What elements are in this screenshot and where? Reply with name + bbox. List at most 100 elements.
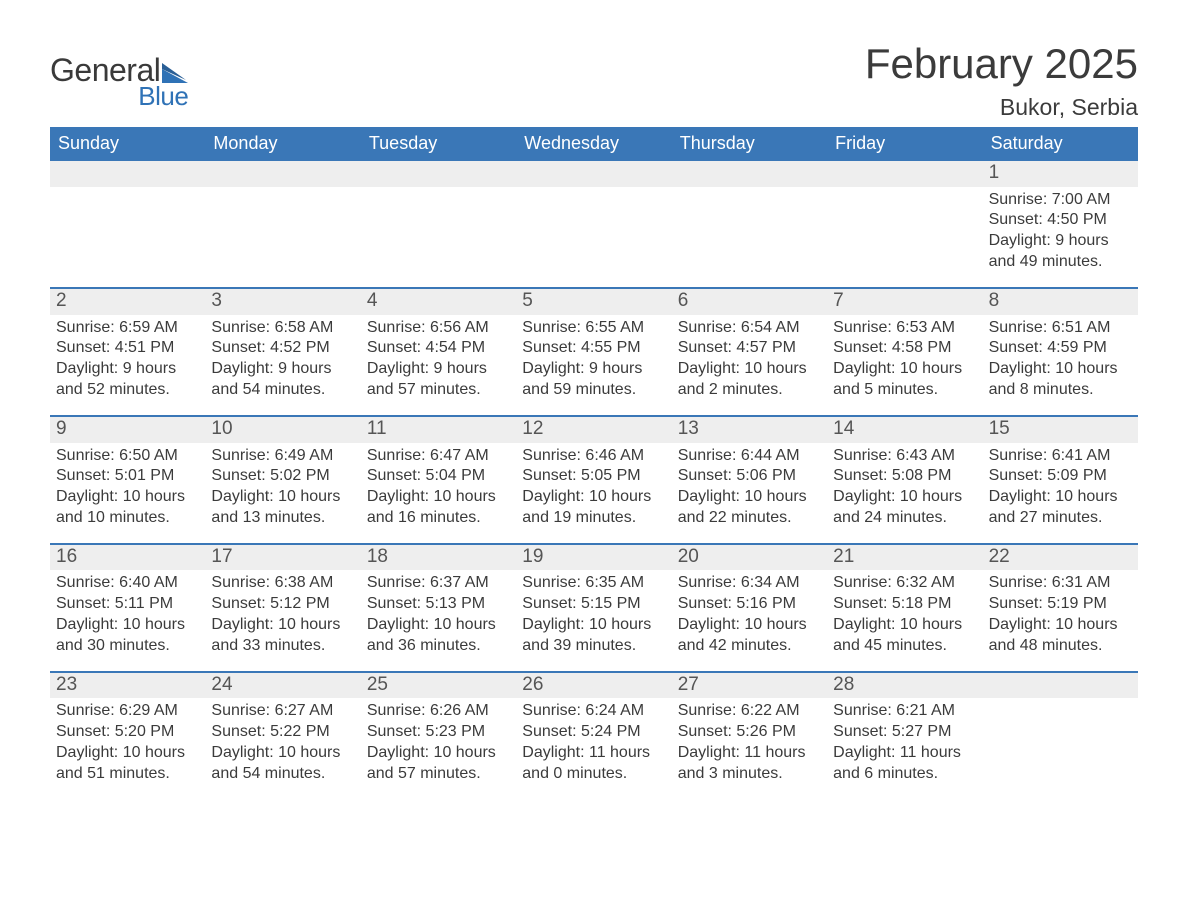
month-title: February 2025 <box>865 40 1138 88</box>
sunrise-line: Sunrise: 6:54 AM <box>678 318 821 339</box>
day-cell: 13Sunrise: 6:44 AMSunset: 5:06 PMDayligh… <box>672 415 827 543</box>
sunrise-line: Sunrise: 6:38 AM <box>211 573 354 594</box>
daylight-line: Daylight: 9 hours and 52 minutes. <box>56 359 199 401</box>
day-number-bar <box>983 671 1138 699</box>
day-number-bar: 17 <box>205 543 360 571</box>
day-cell: 20Sunrise: 6:34 AMSunset: 5:16 PMDayligh… <box>672 543 827 671</box>
day-cell: 15Sunrise: 6:41 AMSunset: 5:09 PMDayligh… <box>983 415 1138 543</box>
page-header: General Blue February 2025 Bukor, Serbia <box>50 40 1138 121</box>
daylight-line: Daylight: 9 hours and 49 minutes. <box>989 231 1132 273</box>
day-cell: 8Sunrise: 6:51 AMSunset: 4:59 PMDaylight… <box>983 287 1138 415</box>
daylight-line: Daylight: 9 hours and 54 minutes. <box>211 359 354 401</box>
day-cell: 14Sunrise: 6:43 AMSunset: 5:08 PMDayligh… <box>827 415 982 543</box>
day-cell: 22Sunrise: 6:31 AMSunset: 5:19 PMDayligh… <box>983 543 1138 671</box>
day-cell: 25Sunrise: 6:26 AMSunset: 5:23 PMDayligh… <box>361 671 516 799</box>
day-number-bar: 2 <box>50 287 205 315</box>
day-number-bar: 5 <box>516 287 671 315</box>
day-number-bar: 19 <box>516 543 671 571</box>
weeks-container: 1Sunrise: 7:00 AMSunset: 4:50 PMDaylight… <box>50 161 1138 799</box>
day-number-bar: 11 <box>361 415 516 443</box>
sunset-line: Sunset: 4:54 PM <box>367 338 510 359</box>
sunrise-line: Sunrise: 6:32 AM <box>833 573 976 594</box>
week-row: 9Sunrise: 6:50 AMSunset: 5:01 PMDaylight… <box>50 415 1138 543</box>
sunset-line: Sunset: 5:05 PM <box>522 466 665 487</box>
sunset-line: Sunset: 5:26 PM <box>678 722 821 743</box>
day-number-bar: 18 <box>361 543 516 571</box>
daylight-line: Daylight: 10 hours and 48 minutes. <box>989 615 1132 657</box>
day-cell: 4Sunrise: 6:56 AMSunset: 4:54 PMDaylight… <box>361 287 516 415</box>
day-number-bar <box>50 161 205 187</box>
day-number-bar: 28 <box>827 671 982 699</box>
day-number-bar: 9 <box>50 415 205 443</box>
day-number-bar: 12 <box>516 415 671 443</box>
day-number-bar: 21 <box>827 543 982 571</box>
daylight-line: Daylight: 10 hours and 45 minutes. <box>833 615 976 657</box>
day-cell: 7Sunrise: 6:53 AMSunset: 4:58 PMDaylight… <box>827 287 982 415</box>
sunrise-line: Sunrise: 7:00 AM <box>989 190 1132 211</box>
day-number-bar: 3 <box>205 287 360 315</box>
sunset-line: Sunset: 4:50 PM <box>989 210 1132 231</box>
brand-logo: General Blue <box>50 52 188 112</box>
sunset-line: Sunset: 5:19 PM <box>989 594 1132 615</box>
sunrise-line: Sunrise: 6:29 AM <box>56 701 199 722</box>
calendar-grid: SundayMondayTuesdayWednesdayThursdayFrid… <box>50 127 1138 799</box>
sunset-line: Sunset: 5:16 PM <box>678 594 821 615</box>
sunrise-line: Sunrise: 6:55 AM <box>522 318 665 339</box>
day-number-bar <box>361 161 516 187</box>
day-number-bar <box>516 161 671 187</box>
day-number-bar: 10 <box>205 415 360 443</box>
sunset-line: Sunset: 5:15 PM <box>522 594 665 615</box>
daylight-line: Daylight: 10 hours and 16 minutes. <box>367 487 510 529</box>
day-number-bar: 6 <box>672 287 827 315</box>
sunrise-line: Sunrise: 6:24 AM <box>522 701 665 722</box>
day-cell: 27Sunrise: 6:22 AMSunset: 5:26 PMDayligh… <box>672 671 827 799</box>
weekday-header: Thursday <box>672 127 827 161</box>
week-row: 2Sunrise: 6:59 AMSunset: 4:51 PMDaylight… <box>50 287 1138 415</box>
sunrise-line: Sunrise: 6:51 AM <box>989 318 1132 339</box>
day-number-bar: 26 <box>516 671 671 699</box>
sunrise-line: Sunrise: 6:27 AM <box>211 701 354 722</box>
sunset-line: Sunset: 5:04 PM <box>367 466 510 487</box>
day-cell: 3Sunrise: 6:58 AMSunset: 4:52 PMDaylight… <box>205 287 360 415</box>
week-row: 23Sunrise: 6:29 AMSunset: 5:20 PMDayligh… <box>50 671 1138 799</box>
daylight-line: Daylight: 10 hours and 33 minutes. <box>211 615 354 657</box>
weekday-header: Sunday <box>50 127 205 161</box>
sunrise-line: Sunrise: 6:58 AM <box>211 318 354 339</box>
sunrise-line: Sunrise: 6:53 AM <box>833 318 976 339</box>
sunset-line: Sunset: 5:11 PM <box>56 594 199 615</box>
sunset-line: Sunset: 5:18 PM <box>833 594 976 615</box>
sunrise-line: Sunrise: 6:34 AM <box>678 573 821 594</box>
sunset-line: Sunset: 5:23 PM <box>367 722 510 743</box>
weekday-header: Friday <box>827 127 982 161</box>
day-cell: 6Sunrise: 6:54 AMSunset: 4:57 PMDaylight… <box>672 287 827 415</box>
day-cell: 10Sunrise: 6:49 AMSunset: 5:02 PMDayligh… <box>205 415 360 543</box>
sunset-line: Sunset: 4:57 PM <box>678 338 821 359</box>
daylight-line: Daylight: 10 hours and 30 minutes. <box>56 615 199 657</box>
day-number-bar <box>672 161 827 187</box>
daylight-line: Daylight: 10 hours and 51 minutes. <box>56 743 199 785</box>
sunset-line: Sunset: 5:06 PM <box>678 466 821 487</box>
day-number-bar <box>827 161 982 187</box>
day-number-bar: 8 <box>983 287 1138 315</box>
daylight-line: Daylight: 10 hours and 10 minutes. <box>56 487 199 529</box>
daylight-line: Daylight: 10 hours and 13 minutes. <box>211 487 354 529</box>
daylight-line: Daylight: 10 hours and 19 minutes. <box>522 487 665 529</box>
sunset-line: Sunset: 5:24 PM <box>522 722 665 743</box>
sunset-line: Sunset: 5:22 PM <box>211 722 354 743</box>
empty-day-cell <box>516 161 671 287</box>
empty-day-cell <box>50 161 205 287</box>
daylight-line: Daylight: 11 hours and 3 minutes. <box>678 743 821 785</box>
sunset-line: Sunset: 5:13 PM <box>367 594 510 615</box>
sunrise-line: Sunrise: 6:44 AM <box>678 446 821 467</box>
day-number-bar <box>205 161 360 187</box>
sunset-line: Sunset: 5:02 PM <box>211 466 354 487</box>
empty-day-cell <box>205 161 360 287</box>
day-cell: 17Sunrise: 6:38 AMSunset: 5:12 PMDayligh… <box>205 543 360 671</box>
daylight-line: Daylight: 10 hours and 57 minutes. <box>367 743 510 785</box>
sunset-line: Sunset: 5:20 PM <box>56 722 199 743</box>
sunrise-line: Sunrise: 6:46 AM <box>522 446 665 467</box>
daylight-line: Daylight: 10 hours and 5 minutes. <box>833 359 976 401</box>
day-number-bar: 15 <box>983 415 1138 443</box>
week-row: 16Sunrise: 6:40 AMSunset: 5:11 PMDayligh… <box>50 543 1138 671</box>
sunset-line: Sunset: 4:55 PM <box>522 338 665 359</box>
